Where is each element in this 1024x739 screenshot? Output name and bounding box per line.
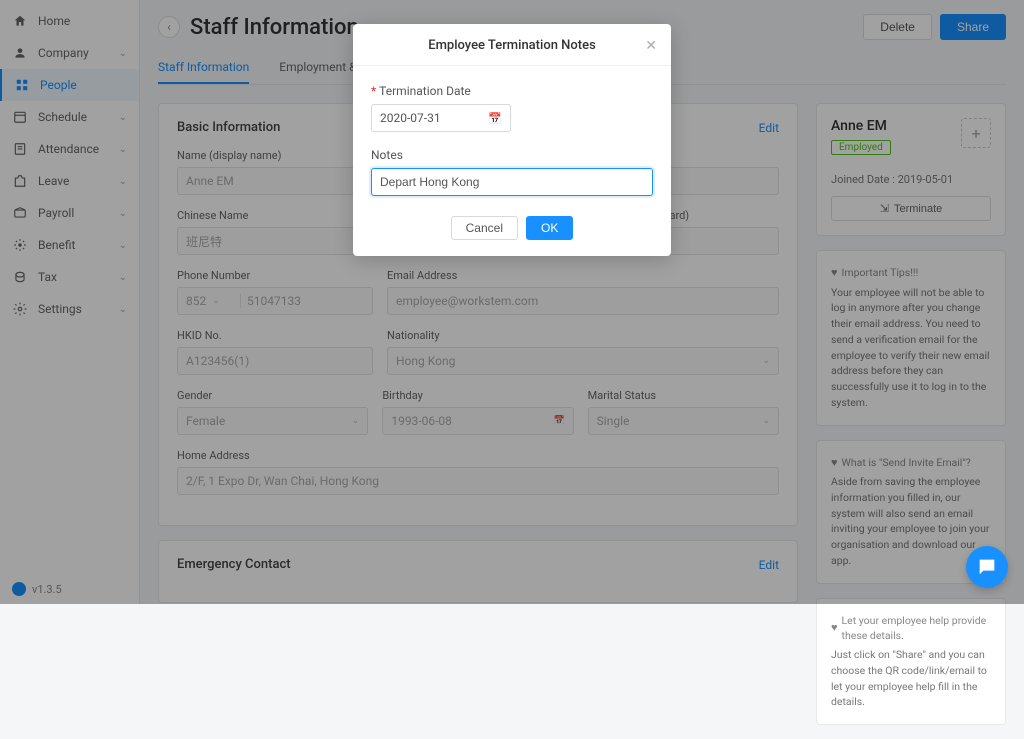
termination-modal: Employee Termination Notes ✕ * Terminati…	[353, 24, 671, 256]
chat-button[interactable]	[966, 546, 1008, 588]
ok-button[interactable]: OK	[526, 216, 573, 240]
modal-title: Employee Termination Notes	[428, 38, 596, 53]
heart-icon: ♥	[831, 620, 838, 637]
cancel-button[interactable]: Cancel	[451, 216, 518, 240]
tip-body: Just click on "Share" and you can choose…	[831, 647, 991, 710]
modal-body: * Termination Date 2020-07-31 📅 Notes	[353, 66, 671, 204]
required-mark: *	[371, 84, 376, 98]
modal-header: Employee Termination Notes ✕	[353, 24, 671, 66]
modal-footer: Cancel OK	[353, 204, 671, 256]
notes-label: Notes	[371, 148, 653, 162]
tip-card: ♥Let your employee help provide these de…	[816, 598, 1006, 726]
calendar-icon: 📅	[488, 112, 502, 125]
termination-date-input[interactable]: 2020-07-31 📅	[371, 104, 511, 132]
modal-close-button[interactable]: ✕	[645, 38, 657, 54]
notes-input[interactable]	[371, 168, 653, 196]
modal-overlay[interactable]: Employee Termination Notes ✕ * Terminati…	[0, 0, 1024, 604]
termination-date-label: * Termination Date	[371, 84, 653, 98]
tip-title: Let your employee help provide these det…	[842, 613, 991, 645]
